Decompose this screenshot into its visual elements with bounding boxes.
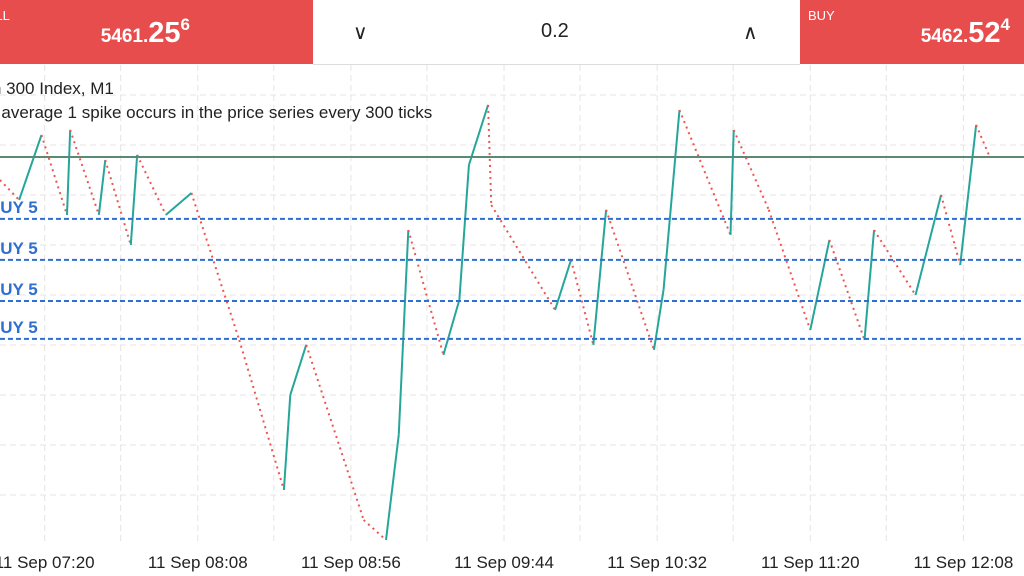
- up-move: [914, 194, 943, 296]
- buy-price: 5462.524: [921, 15, 1010, 50]
- down-move: [940, 194, 962, 266]
- down-move: [0, 179, 20, 201]
- up-move: [458, 164, 470, 300]
- up-move: [282, 394, 292, 490]
- up-move: [662, 109, 681, 291]
- up-move: [554, 259, 572, 311]
- lot-value[interactable]: 0.2: [541, 20, 569, 42]
- order-label: BUY 5: [0, 318, 38, 337]
- x-tick-label: 11 Sep 12:08: [913, 553, 1013, 572]
- trade-bar: SELL 5461.256 ∨ 0.2 ∧ BUY 5462.524: [0, 0, 1024, 65]
- up-move: [959, 124, 978, 266]
- down-move: [407, 229, 445, 356]
- up-move: [97, 159, 107, 216]
- increase-button[interactable]: ∧: [743, 22, 758, 44]
- lot-selector: ∨ 0.2 ∧: [313, 0, 800, 65]
- down-move: [40, 134, 68, 216]
- down-move: [490, 204, 556, 311]
- down-move: [238, 339, 285, 491]
- down-move: [69, 129, 100, 216]
- price-main: 5462.: [920, 26, 969, 47]
- order-label: BUY 5: [0, 280, 38, 299]
- up-move: [809, 239, 831, 331]
- up-move: [729, 129, 735, 235]
- up-move: [397, 229, 410, 435]
- down-move: [975, 124, 990, 156]
- down-move: [828, 239, 866, 341]
- down-move: [136, 154, 167, 216]
- x-tick-label: 11 Sep 10:32: [607, 553, 707, 572]
- buy-label: BUY: [808, 8, 835, 23]
- down-move: [732, 129, 770, 211]
- x-tick-label: 11 Sep 09:44: [454, 553, 554, 572]
- buy-button[interactable]: BUY 5462.524: [800, 0, 1024, 64]
- up-move: [863, 229, 876, 341]
- price-big: 25: [148, 17, 181, 49]
- sell-label: SELL: [0, 8, 10, 23]
- up-move: [18, 134, 43, 201]
- order-label: BUY 5: [0, 198, 38, 217]
- price-main: 5461.: [100, 26, 149, 47]
- up-move: [467, 104, 490, 166]
- price-sup: 4: [1000, 15, 1010, 34]
- up-move: [65, 129, 72, 215]
- x-tick-label: 11 Sep 11:20: [761, 553, 860, 572]
- down-move: [305, 344, 365, 521]
- chart-subtitle: On average 1 spike occurs in the price s…: [0, 103, 432, 122]
- down-move: [190, 192, 241, 341]
- price-big: 52: [968, 17, 1001, 49]
- up-move: [129, 154, 139, 246]
- down-move: [362, 519, 387, 541]
- down-move: [873, 229, 917, 296]
- up-move: [652, 289, 665, 351]
- sell-price: 5461.256: [101, 15, 190, 50]
- down-move: [605, 209, 655, 351]
- down-move: [487, 104, 493, 206]
- chart-title: Boom 300 Index, M1: [0, 79, 114, 98]
- up-move: [592, 209, 608, 345]
- order-label: BUY 5: [0, 239, 38, 258]
- up-move: [385, 434, 400, 541]
- x-tick-label: 11 Sep 08:08: [148, 553, 248, 572]
- up-move: [442, 299, 461, 356]
- x-tick-label: 11 Sep 08:56: [301, 553, 401, 572]
- decrease-button[interactable]: ∨: [353, 22, 368, 44]
- down-move: [767, 209, 812, 331]
- up-move: [289, 344, 308, 396]
- down-move: [104, 159, 132, 246]
- price-sup: 6: [180, 15, 190, 34]
- down-move: [570, 259, 595, 346]
- sell-button[interactable]: SELL 5461.256: [0, 0, 313, 64]
- x-tick-label: 11 Sep 07:20: [0, 553, 95, 572]
- down-move: [678, 109, 732, 236]
- up-move: [165, 192, 193, 216]
